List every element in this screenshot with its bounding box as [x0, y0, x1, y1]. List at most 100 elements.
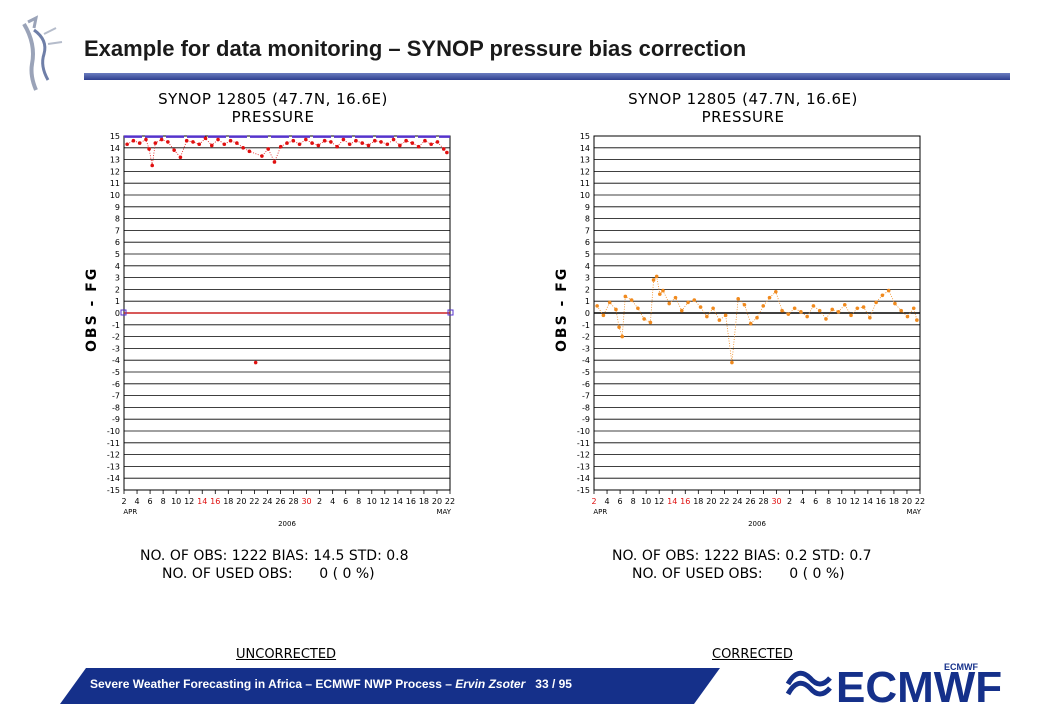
x-tick-label: 12	[380, 497, 390, 506]
data-point	[310, 141, 314, 145]
y-axis-label: OBS - FG	[554, 266, 570, 352]
x-tick-label: 4	[330, 497, 335, 506]
y-tick-label: -8	[582, 403, 590, 412]
y-tick-label: -15	[107, 486, 120, 495]
year-label: 2006	[748, 520, 766, 528]
x-tick-label: 24	[262, 497, 272, 506]
x-tick-label: 14	[667, 497, 677, 506]
footer-main: Severe Weather Forecasting in Africa – E…	[90, 677, 456, 691]
data-point	[792, 306, 797, 311]
y-tick-label: 3	[585, 274, 590, 283]
y-tick-label: -4	[112, 356, 120, 365]
x-tick-label: 30	[771, 497, 781, 506]
year-label: 2006	[278, 520, 296, 528]
y-tick-label: 4	[585, 262, 590, 271]
data-point	[667, 301, 672, 306]
x-tick-label: 14	[863, 497, 873, 506]
chart-title-line1: SYNOP 12805 (47.7N, 16.6E)	[628, 90, 858, 108]
y-tick-label: -3	[582, 344, 590, 353]
data-point	[915, 318, 919, 322]
y-tick-label: 9	[585, 203, 590, 212]
x-tick-label: 6	[148, 497, 153, 506]
data-point	[266, 147, 270, 151]
y-tick-label: -5	[582, 368, 590, 377]
data-point	[410, 141, 415, 145]
slide-title: Example for data monitoring – SYNOP pres…	[84, 36, 747, 61]
y-tick-label: 9	[115, 203, 120, 212]
y-tick-label: -6	[582, 380, 590, 389]
y-tick-label: 10	[580, 191, 590, 200]
y-tick-label: -10	[577, 427, 590, 436]
data-point	[228, 138, 233, 143]
data-point	[445, 150, 449, 155]
data-point	[241, 146, 245, 150]
x-tick-label: 18	[693, 497, 703, 506]
y-tick-label: 14	[110, 144, 120, 153]
data-point	[692, 298, 697, 302]
data-point	[304, 137, 308, 142]
y-tick-label: 3	[115, 274, 120, 283]
x-tick-label: 16	[680, 497, 690, 506]
x-tick-label: 18	[889, 497, 899, 506]
corrected-chart: 1514131211109876543210-1-2-3-4-5-6-7-8-9…	[577, 132, 925, 528]
uncorrected-panel: SYNOP 12805 (47.7N, 16.6E) PRESSURE 15 14…	[78, 84, 468, 594]
x-tick-label: 4	[134, 497, 139, 506]
y-tick-label: 5	[115, 250, 120, 259]
x-tick-label: 16	[406, 497, 416, 506]
y-tick-label: 2	[585, 285, 590, 294]
data-point	[260, 154, 264, 158]
stats-line1: NO. OF OBS: 1222 BIAS: 14.5 STD: 0.8	[140, 548, 409, 564]
y-tick-label: 4	[115, 262, 120, 271]
chart-title-line1: SYNOP 12805 (47.7N, 16.6E)	[158, 90, 388, 108]
zero-marker	[447, 309, 454, 316]
chart-title-line2: PRESSURE	[231, 108, 315, 126]
y-tick-label: -6	[112, 380, 120, 389]
x-tick-label: 16	[876, 497, 886, 506]
x-tick-label: 22	[915, 497, 925, 506]
y-tick-label: -1	[582, 321, 590, 330]
corrected-caption: CORRECTED	[712, 647, 793, 662]
data-point	[799, 310, 803, 314]
x-tick-label: 20	[902, 497, 912, 506]
y-tick-label: -7	[582, 392, 590, 401]
y-tick-label: -15	[577, 486, 590, 495]
x-tick-label: 6	[813, 497, 818, 506]
y-tick-label: -8	[112, 403, 120, 412]
y-tick-label: -12	[107, 451, 120, 460]
data-point	[144, 137, 148, 142]
data-point	[886, 288, 891, 293]
stats-line2: NO. OF USED OBS: 0 ( 0 %)	[162, 566, 375, 582]
data-point	[748, 321, 753, 326]
x-tick-label: 20	[432, 497, 442, 506]
y-tick-label: -4	[582, 356, 590, 365]
data-point	[216, 137, 220, 142]
data-point	[761, 304, 766, 308]
y-tick-label: -11	[577, 439, 590, 448]
data-point	[354, 138, 358, 143]
y-tick-label: -7	[112, 392, 120, 401]
y-tick-label: -14	[577, 474, 590, 483]
x-tick-label: 20	[236, 497, 246, 506]
y-tick-label: -9	[582, 415, 590, 424]
logo-text: ECMWF	[836, 663, 1002, 712]
stats-line1: NO. OF OBS: 1222 BIAS: 0.2 STD: 0.7	[612, 548, 872, 564]
data-point	[416, 144, 421, 149]
x-tick-label: 6	[618, 497, 623, 506]
y-tick-label: -3	[112, 344, 120, 353]
data-point	[805, 314, 809, 319]
y-tick-label: 14	[580, 144, 590, 153]
x-tick-label: 22	[249, 497, 259, 506]
y-tick-label: 15	[580, 132, 590, 141]
footer-author: Ervin Zsoter	[455, 677, 526, 691]
y-tick-label: 11	[580, 179, 590, 188]
x-tick-label: 8	[631, 497, 636, 506]
logo-small-text: ECMWF	[944, 662, 978, 672]
x-tick-label: 6	[343, 497, 348, 506]
data-point	[360, 141, 365, 145]
data-point	[137, 141, 142, 145]
month-label: APR	[123, 508, 137, 516]
x-tick-label: 12	[654, 497, 664, 506]
y-tick-label: -5	[112, 368, 120, 377]
data-point	[247, 149, 252, 154]
data-point	[849, 313, 853, 318]
